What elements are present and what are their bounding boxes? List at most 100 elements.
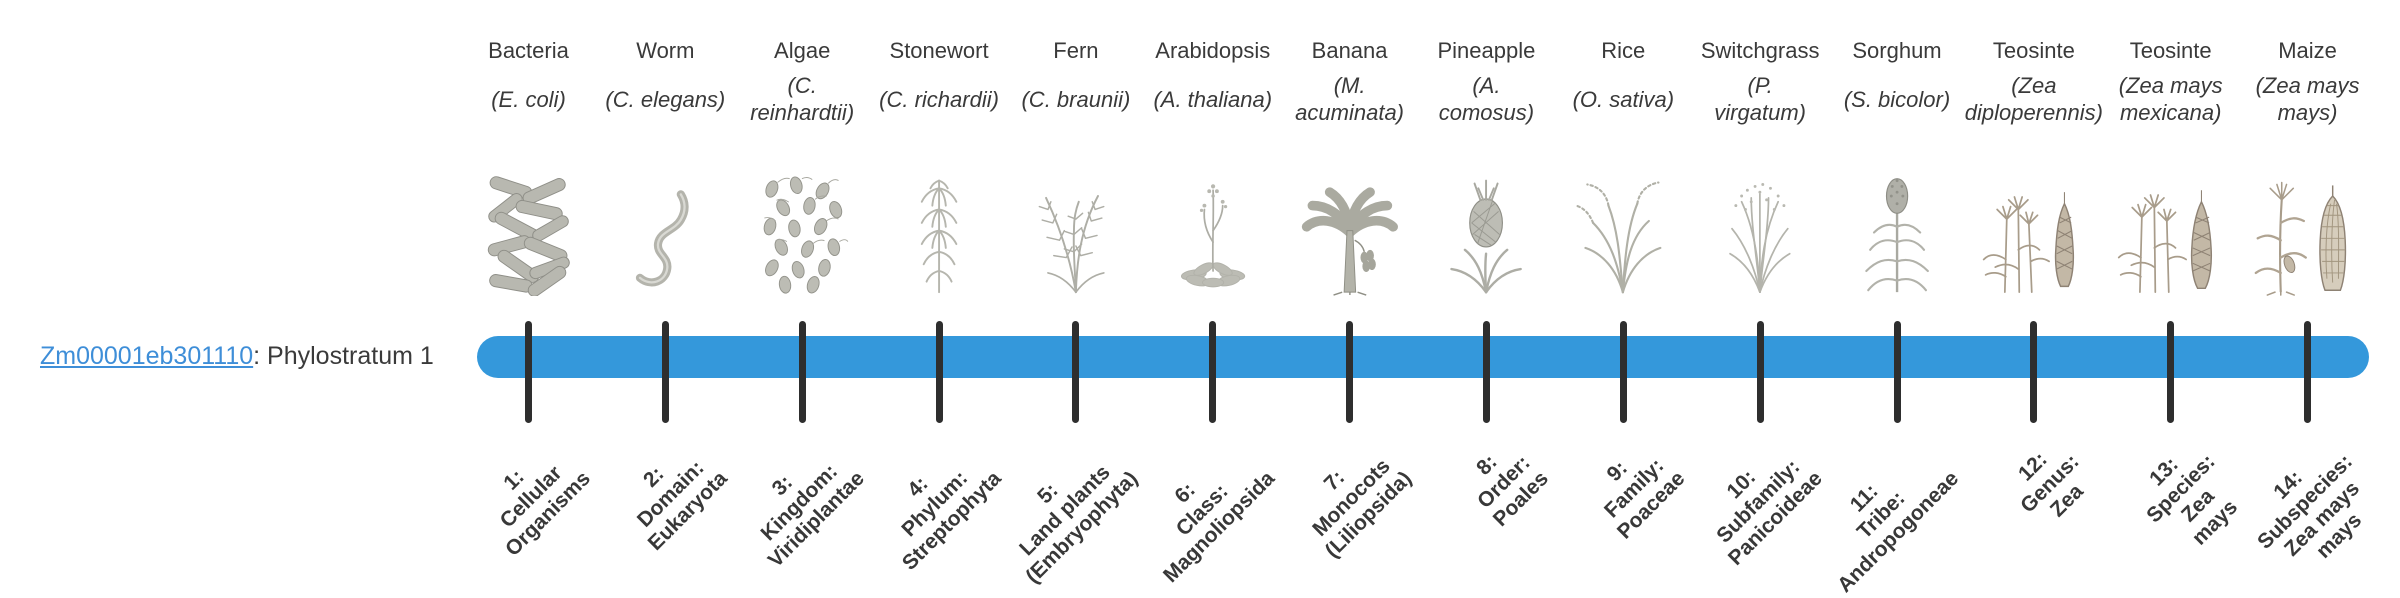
worm-icon bbox=[603, 168, 727, 296]
phylostratigraphy-figure: Zm00001eb301110: Phylostratum 1 Bacteria… bbox=[40, 38, 2400, 597]
organism-scientific-name: (Zea mays mays) bbox=[2255, 73, 2360, 125]
phylostratum-rank-label: 14: Subspecies: Zea mays mays bbox=[2253, 449, 2366, 563]
taxon-tick-mark bbox=[798, 321, 806, 423]
organism-sci-wrap: (Zea diploperennis) bbox=[1934, 70, 2134, 128]
phylostratum-bar bbox=[477, 336, 2369, 378]
organism-common-name: Arabidopsis bbox=[1155, 38, 1271, 63]
phylostratum-rank-label: 13: Species: Zea mays bbox=[2142, 449, 2243, 550]
organism-label: Switchgrass (P. virgatum) bbox=[1660, 38, 1860, 128]
phylostratum-rank-label: 3: Kingdom: Viridiplantae bbox=[756, 459, 869, 573]
organism-common-name: Bacteria bbox=[488, 38, 569, 63]
gene-id-link[interactable]: Zm00001eb301110 bbox=[40, 342, 254, 370]
organism-common-name: Stonewort bbox=[889, 38, 989, 63]
organism-scientific-name: (C. richardii) bbox=[879, 86, 999, 112]
taxon-tick-mark bbox=[1482, 321, 1490, 423]
phylostratum-rank-label: 8: Order: Poales bbox=[1471, 450, 1553, 532]
organism-sci-wrap: (E. coli) bbox=[429, 70, 629, 128]
taxon-tick-mark bbox=[661, 321, 669, 423]
taxon-tick-mark bbox=[1619, 321, 1627, 423]
organism-label: Bacteria (E. coli) bbox=[429, 38, 629, 128]
organism-common-name: Banana bbox=[1311, 38, 1388, 63]
taxon-tick-mark bbox=[2304, 321, 2312, 423]
organism-label: Worm (C. elegans) bbox=[565, 38, 765, 128]
organism-label: Stonewort (C. richardii) bbox=[839, 38, 1039, 128]
organism-scientific-name: (P. virgatum) bbox=[1714, 73, 1806, 125]
organism-scientific-name: (Zea mays mexicana) bbox=[2118, 73, 2223, 125]
rice-icon bbox=[1561, 168, 1685, 296]
organism-label: Rice (O. sativa) bbox=[1523, 38, 1723, 128]
organism-scientific-name: (C. elegans) bbox=[605, 86, 726, 112]
organism-common-name: Teosinte bbox=[2129, 38, 2212, 63]
organism-common-name: Fern bbox=[1053, 38, 1099, 63]
taxon-tick-mark bbox=[1346, 321, 1354, 423]
organism-common-name: Algae bbox=[774, 38, 831, 63]
phylostratum-rank-label: 9: Family: Poaceae bbox=[1600, 454, 1690, 544]
organism-sci-wrap: (Zea mays mexicana) bbox=[2071, 70, 2271, 128]
gene-title: Zm00001eb301110: Phylostratum 1 bbox=[40, 341, 434, 371]
organism-scientific-name: (O. sativa) bbox=[1572, 86, 1675, 112]
phylostratum-rank-label: 5: Land plants (Embryophyta) bbox=[1014, 460, 1143, 588]
arabidopsis-icon bbox=[1151, 168, 1275, 296]
organism-sci-wrap: (Zea mays mays) bbox=[2208, 70, 2400, 128]
organism-common-name: Rice bbox=[1601, 38, 1646, 63]
stonewort-icon bbox=[877, 168, 1001, 296]
taxon-tick-mark bbox=[1209, 321, 1217, 423]
phylostratum-rank-label: 2: Domain: Eukaryota bbox=[632, 456, 732, 556]
organism-sci-wrap: (P. virgatum) bbox=[1660, 70, 1860, 128]
phylostratum-rank-label: 1: Cellular Organisms bbox=[495, 461, 595, 561]
teosinte-mexicana-icon bbox=[2109, 168, 2233, 296]
pineapple-icon bbox=[1424, 168, 1548, 296]
maize-icon bbox=[2246, 168, 2370, 296]
organism-sci-wrap: (C. braunii) bbox=[976, 70, 1176, 128]
organism-sci-wrap: (C. richardii) bbox=[839, 70, 1039, 128]
organism-scientific-name: (C. braunii) bbox=[1021, 86, 1131, 112]
organism-common-name: Worm bbox=[636, 38, 695, 63]
taxon-tick-mark bbox=[1756, 321, 1764, 423]
sorghum-icon bbox=[1835, 168, 1959, 296]
phylostratum-rank-label: 11: Tribe: Andropogoneae bbox=[1833, 466, 1964, 598]
organism-common-name: Maize bbox=[2278, 38, 2337, 63]
organism-scientific-name: (E. coli) bbox=[491, 86, 566, 112]
bacteria-icon bbox=[467, 168, 591, 296]
organism-label: Arabidopsis (A. thaliana) bbox=[1113, 38, 1313, 128]
taxon-tick-mark bbox=[935, 321, 943, 423]
fern-icon bbox=[1014, 168, 1138, 296]
phylostratum-rank-label: 6: Class: Magnoliopsida bbox=[1158, 466, 1279, 588]
organism-label: Teosinte (Zea mays mexicana) bbox=[2071, 38, 2271, 128]
phylostratum-title-text: : Phylostratum 1 bbox=[253, 342, 434, 370]
taxon-tick-mark bbox=[2167, 321, 2175, 423]
organism-common-name: Sorghum bbox=[1852, 38, 1942, 63]
organism-sci-wrap: (C. elegans) bbox=[565, 70, 765, 128]
organism-label: Fern (C. braunii) bbox=[976, 38, 1176, 128]
phylostratum-rank-label: 12: Genus: Zea bbox=[2013, 447, 2088, 522]
taxon-tick-mark bbox=[525, 321, 532, 423]
organism-scientific-name: (A. comosus) bbox=[1438, 73, 1535, 125]
organism-sci-wrap: (C. reinhardtii) bbox=[702, 70, 902, 128]
organism-label: Pineapple (A. comosus) bbox=[1386, 38, 1586, 128]
organism-scientific-name: (A. thaliana) bbox=[1153, 86, 1273, 112]
organism-label: Sorghum (S. bicolor) bbox=[1797, 38, 1997, 128]
organism-label: Banana (M. acuminata) bbox=[1250, 38, 1450, 128]
organism-label: Teosinte (Zea diploperennis) bbox=[1934, 38, 2134, 128]
teosinte-diploperennis-icon bbox=[1972, 168, 2096, 296]
taxon-tick-mark bbox=[2030, 321, 2038, 423]
organism-common-name: Teosinte bbox=[1992, 38, 2075, 63]
organism-scientific-name: (Zea diploperennis) bbox=[1964, 73, 2103, 125]
algae-icon bbox=[740, 168, 864, 296]
organism-common-name: Switchgrass bbox=[1700, 38, 1820, 63]
organism-scientific-name: (C. reinhardtii) bbox=[750, 73, 855, 125]
organism-sci-wrap: (S. bicolor) bbox=[1797, 70, 1997, 128]
taxon-tick-mark bbox=[1893, 321, 1901, 423]
organism-scientific-name: (M. acuminata) bbox=[1295, 73, 1405, 125]
organism-label: Algae (C. reinhardtii) bbox=[702, 38, 902, 128]
switchgrass-icon bbox=[1698, 168, 1822, 296]
organism-scientific-name: (S. bicolor) bbox=[1843, 86, 1951, 112]
phylostratum-rank-label: 4: Phylum: Streptophyta bbox=[896, 466, 1006, 575]
organism-sci-wrap: (M. acuminata) bbox=[1250, 70, 1450, 128]
phylostratum-rank-label: 7: Monocots (Liliopsida) bbox=[1307, 454, 1416, 563]
banana-icon bbox=[1288, 168, 1412, 296]
organism-sci-wrap: (A. comosus) bbox=[1386, 70, 1586, 128]
taxon-tick-mark bbox=[1072, 321, 1080, 423]
organism-sci-wrap: (O. sativa) bbox=[1523, 70, 1723, 128]
organism-sci-wrap: (A. thaliana) bbox=[1113, 70, 1313, 128]
